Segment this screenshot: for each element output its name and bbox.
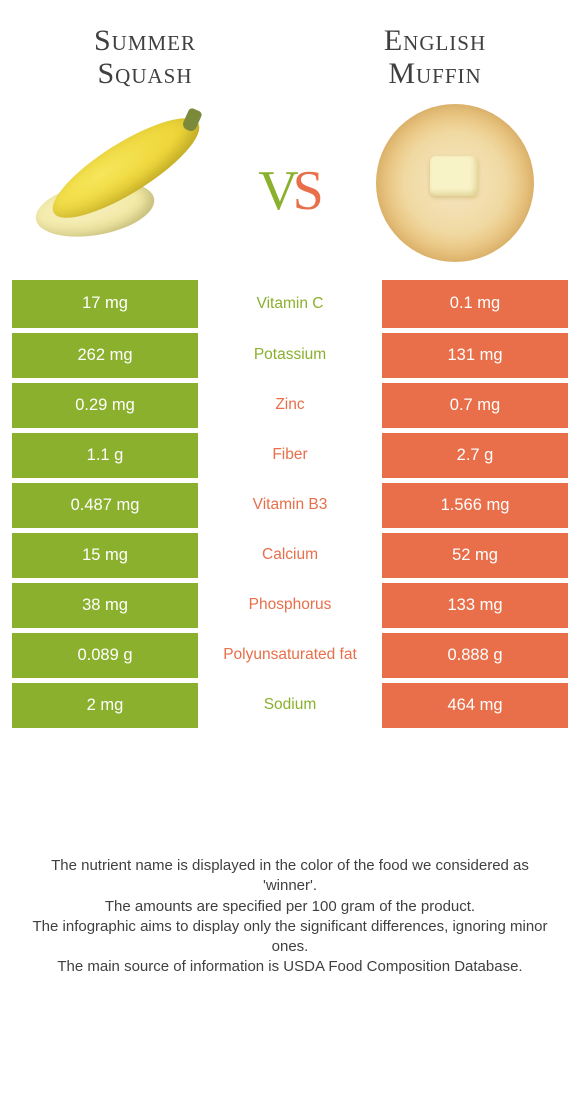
- table-row: 0.29 mgZinc0.7 mg: [12, 380, 568, 430]
- right-value: 0.888 g: [382, 630, 568, 680]
- right-value: 131 mg: [382, 330, 568, 380]
- footer-notes: The nutrient name is displayed in the co…: [0, 856, 580, 978]
- left-title-line1: Summer: [94, 24, 196, 57]
- footer-line-1: The nutrient name is displayed in the co…: [22, 856, 558, 897]
- nutrient-name: Phosphorus: [198, 580, 382, 630]
- left-value: 0.487 mg: [12, 480, 198, 530]
- comparison-infographic: Summer Squash English Muffin vs 17 mgVit: [0, 0, 580, 1114]
- nutrient-name: Vitamin C: [198, 280, 382, 330]
- nutrient-name: Sodium: [198, 680, 382, 730]
- nutrient-name: Fiber: [198, 430, 382, 480]
- table-row: 0.487 mgVitamin B31.566 mg: [12, 480, 568, 530]
- table-row: 1.1 gFiber2.7 g: [12, 430, 568, 480]
- table-row: 38 mgPhosphorus133 mg: [12, 580, 568, 630]
- right-food-title: English Muffin: [330, 24, 540, 90]
- squash-icon: [35, 113, 215, 253]
- nutrient-tbody: 17 mgVitamin C0.1 mg262 mgPotassium131 m…: [12, 280, 568, 730]
- table-row: 17 mgVitamin C0.1 mg: [12, 280, 568, 330]
- nutrient-name: Potassium: [198, 330, 382, 380]
- left-value: 17 mg: [12, 280, 198, 330]
- table-row: 0.089 gPolyunsaturated fat0.888 g: [12, 630, 568, 680]
- footer-line-4: The main source of information is USDA F…: [22, 957, 558, 977]
- nutrient-table: 17 mgVitamin C0.1 mg262 mgPotassium131 m…: [12, 280, 568, 733]
- nutrient-name: Polyunsaturated fat: [198, 630, 382, 680]
- left-food-title: Summer Squash: [40, 24, 250, 90]
- footer-line-2: The amounts are specified per 100 gram o…: [22, 897, 558, 917]
- table-row: 15 mgCalcium52 mg: [12, 530, 568, 580]
- right-value: 133 mg: [382, 580, 568, 630]
- muffin-icon: [370, 98, 540, 268]
- left-title-line2: Squash: [97, 57, 192, 90]
- images-row: vs: [0, 90, 580, 280]
- table-row: 262 mgPotassium131 mg: [12, 330, 568, 380]
- table-row: 2 mgSodium464 mg: [12, 680, 568, 730]
- right-food-image: [360, 98, 550, 268]
- right-title-line2: Muffin: [388, 57, 481, 90]
- left-value: 1.1 g: [12, 430, 198, 480]
- right-title-line1: English: [384, 24, 486, 57]
- vs-label: vs: [258, 138, 322, 229]
- right-value: 464 mg: [382, 680, 568, 730]
- nutrient-name: Calcium: [198, 530, 382, 580]
- left-value: 262 mg: [12, 330, 198, 380]
- left-value: 2 mg: [12, 680, 198, 730]
- right-value: 0.1 mg: [382, 280, 568, 330]
- left-value: 38 mg: [12, 580, 198, 630]
- vs-v: v: [258, 138, 296, 229]
- right-value: 2.7 g: [382, 430, 568, 480]
- right-value: 52 mg: [382, 530, 568, 580]
- nutrient-name: Zinc: [198, 380, 382, 430]
- vs-s: s: [293, 138, 322, 229]
- nutrient-name: Vitamin B3: [198, 480, 382, 530]
- left-value: 0.089 g: [12, 630, 198, 680]
- left-value: 15 mg: [12, 530, 198, 580]
- right-value: 1.566 mg: [382, 480, 568, 530]
- right-value: 0.7 mg: [382, 380, 568, 430]
- left-value: 0.29 mg: [12, 380, 198, 430]
- left-food-image: [30, 98, 220, 268]
- footer-line-3: The infographic aims to display only the…: [22, 917, 558, 958]
- header-row: Summer Squash English Muffin: [0, 0, 580, 90]
